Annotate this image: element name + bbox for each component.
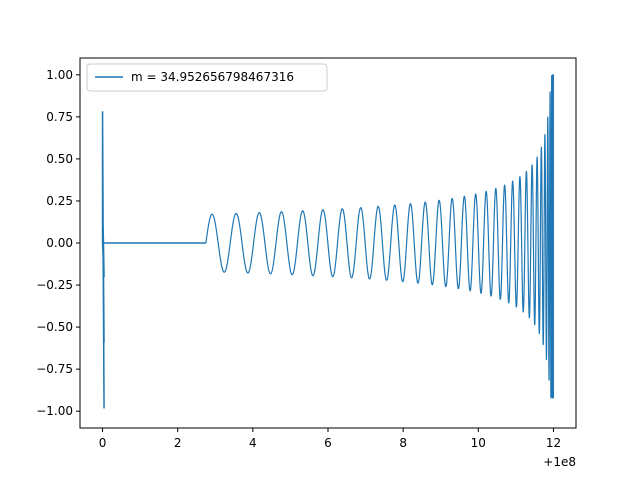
- y-axis: −1.00 −0.75 −0.50 −0.25 0.00 0.25 0.50 0.75 1.00: [36, 68, 80, 418]
- x-tick-label: 12: [546, 436, 561, 450]
- x-offset-label: +1e8: [543, 455, 576, 469]
- x-tick-label: 6: [324, 436, 332, 450]
- y-tick-label: 0.75: [46, 110, 73, 124]
- series-layer: [101, 74, 555, 409]
- legend-box: [86, 63, 328, 92]
- x-tick-label: 10: [471, 436, 486, 450]
- legend-label: m = 34.952656798467316: [131, 70, 294, 84]
- y-tick-label: −0.75: [36, 362, 73, 376]
- y-tick-label: −1.00: [36, 404, 73, 418]
- x-tick-label: 8: [399, 436, 407, 450]
- y-tick-label: 0.00: [46, 236, 73, 250]
- y-tick-label: 0.25: [46, 194, 73, 208]
- legend: m = 34.952656798467316: [86, 63, 328, 92]
- series-line-chirp: [205, 74, 555, 399]
- x-tick-label: 4: [249, 436, 257, 450]
- x-axis: 0 2 4 6 8 10 12: [99, 428, 561, 450]
- y-tick-label: −0.25: [36, 278, 73, 292]
- y-tick-label: 0.50: [46, 152, 73, 166]
- series-line-spike: [101, 111, 105, 409]
- x-tick-label: 0: [99, 436, 107, 450]
- y-tick-label: −0.50: [36, 320, 73, 334]
- plot-area: [79, 57, 577, 429]
- y-tick-label: 1.00: [46, 68, 73, 82]
- x-tick-label: 2: [174, 436, 182, 450]
